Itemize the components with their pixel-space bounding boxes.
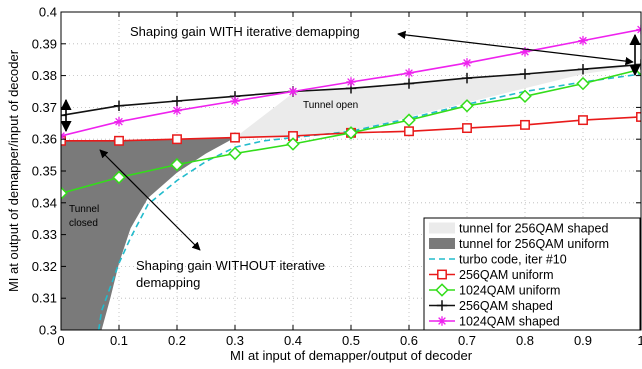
legend-marker-256qam-shaped [436, 300, 448, 311]
shaping-without-arrow-diagonal [99, 149, 201, 251]
x-tick-label: 0.5 [342, 333, 360, 348]
annotation-arrows [60, 30, 641, 251]
data-point-256qam-shaped [519, 68, 531, 80]
y-tick-label: 0.3 [39, 323, 57, 338]
tunnel-closed-text-line2: closed [69, 218, 98, 229]
data-point-1024qam-shaped [578, 35, 588, 46]
data-point-1024qam-uniform [286, 137, 300, 151]
tunnel-256qam-shaped-region [235, 64, 641, 138]
y-tick-label: 0.4 [39, 5, 57, 20]
x-tick-label: 0.4 [284, 333, 302, 348]
tunnel-open-text: Tunnel open [303, 100, 358, 111]
shaping-without-text-line2: demapping [136, 275, 200, 290]
data-point-256qam-uniform [520, 119, 530, 130]
legend-marker-1024qam-shaped [437, 316, 447, 326]
x-tick-label: 0.1 [110, 333, 128, 348]
y-tick-label: 0.32 [32, 259, 57, 274]
data-point-256qam-shaped [113, 100, 125, 112]
axis-ticks: 0 0.1 0.2 0.3 0.4 0.5 0.6 0.7 0.8 0.9 1 0.3 0.31 0.32… [32, 5, 642, 349]
data-point-256qam-shaped [171, 95, 183, 107]
legend-label-tunnel-for-256qam-shaped: tunnel for 256QAM shaped [459, 222, 608, 236]
data-point-1024qam-shaped [172, 105, 182, 116]
data-point-1024qam-shaped [230, 96, 240, 106]
x-tick-label: 0.7 [458, 333, 476, 348]
data-point-256qam-uniform [172, 134, 182, 145]
data-point-1024qam-shaped [288, 86, 298, 97]
legend-swatch-tunnel-for-256qam-shaped [429, 222, 455, 234]
data-point-256qam-shaped [403, 78, 415, 89]
legend-box [423, 217, 641, 331]
tunnel-closed-text-line1: Tunnel [69, 204, 99, 215]
legend-label-turbo-code-iter-10: turbo code, iter #10 [459, 253, 567, 267]
y-tick-label: 0.35 [32, 164, 57, 179]
data-point-1024qam-shaped [346, 77, 356, 87]
legend-label-256qam-uniform: 256QAM uniform [459, 268, 553, 282]
data-point-1024qam-uniform [228, 146, 242, 161]
data-point-256qam-uniform [61, 135, 66, 146]
y-tick-label: 0.33 [32, 227, 57, 242]
x-tick-label: 0.6 [400, 333, 418, 348]
legend-marker-256qam-uniform [437, 269, 447, 280]
y-tick-label: 0.37 [32, 100, 57, 115]
y-axis-label: MI at output of demapper/input of decode… [6, 49, 21, 292]
y-tick-label: 0.34 [32, 195, 57, 210]
annotation-texts: Shaping gain WITH iterative demapping Tu… [69, 24, 360, 290]
x-tick-label: 0.2 [168, 333, 186, 348]
data-point-1024qam-uniform [460, 99, 474, 113]
legend-label-1024qam-uniform: 1024QAM uniform [459, 284, 560, 298]
y-tick-label: 0.36 [32, 132, 57, 147]
data-point-1024qam-uniform [576, 76, 590, 91]
shaping-without-text-line1: Shaping gain WITHOUT iterative [136, 258, 325, 273]
series-turbo-code-iter-10 [97, 73, 641, 330]
data-point-1024qam-shaped [462, 58, 472, 68]
legend-label-tunnel-for-256qam-uniform: tunnel for 256QAM uniform [459, 237, 609, 251]
x-tick-label: 0.3 [226, 333, 244, 348]
legend-label-1024qam-shaped: 1024QAM shaped [459, 315, 560, 329]
data-point-256qam-uniform [404, 126, 414, 137]
data-point-256qam-shaped [461, 72, 473, 84]
series-line-turbo-code-iter-10 [97, 73, 641, 330]
data-point-1024qam-shaped [404, 68, 414, 78]
x-tick-label: 0.8 [516, 333, 534, 348]
data-point-1024qam-uniform [61, 186, 68, 200]
data-point-1024qam-uniform [402, 113, 416, 127]
data-point-256qam-shaped [577, 64, 589, 75]
data-point-1024qam-shaped [114, 117, 124, 127]
data-point-256qam-uniform [230, 132, 240, 143]
shaping-with-arrow-left [397, 30, 634, 66]
shaping-with-text: Shaping gain WITH iterative demapping [130, 24, 360, 39]
data-point-256qam-uniform [462, 123, 472, 134]
legend-swatch-tunnel-for-256qam-uniform [429, 238, 455, 249]
legend-marker-1024qam-uniform [435, 283, 449, 297]
legend-label-256qam-shaped: 256QAM shaped [459, 299, 553, 313]
x-tick-label: 0 [57, 333, 64, 348]
x-tick-label: 1 [637, 333, 642, 348]
data-point-256qam-uniform [114, 135, 124, 146]
x-tick-label: 0.9 [574, 333, 592, 348]
x-axis-label: MI at input of demapper/output of decode… [230, 348, 473, 363]
data-point-1024qam-uniform [344, 126, 358, 140]
y-tick-label: 0.38 [32, 68, 57, 83]
y-tick-label: 0.39 [32, 36, 57, 51]
data-point-1024qam-uniform [518, 89, 532, 104]
data-point-256qam-uniform [578, 115, 588, 126]
y-tick-label: 0.31 [32, 291, 57, 306]
